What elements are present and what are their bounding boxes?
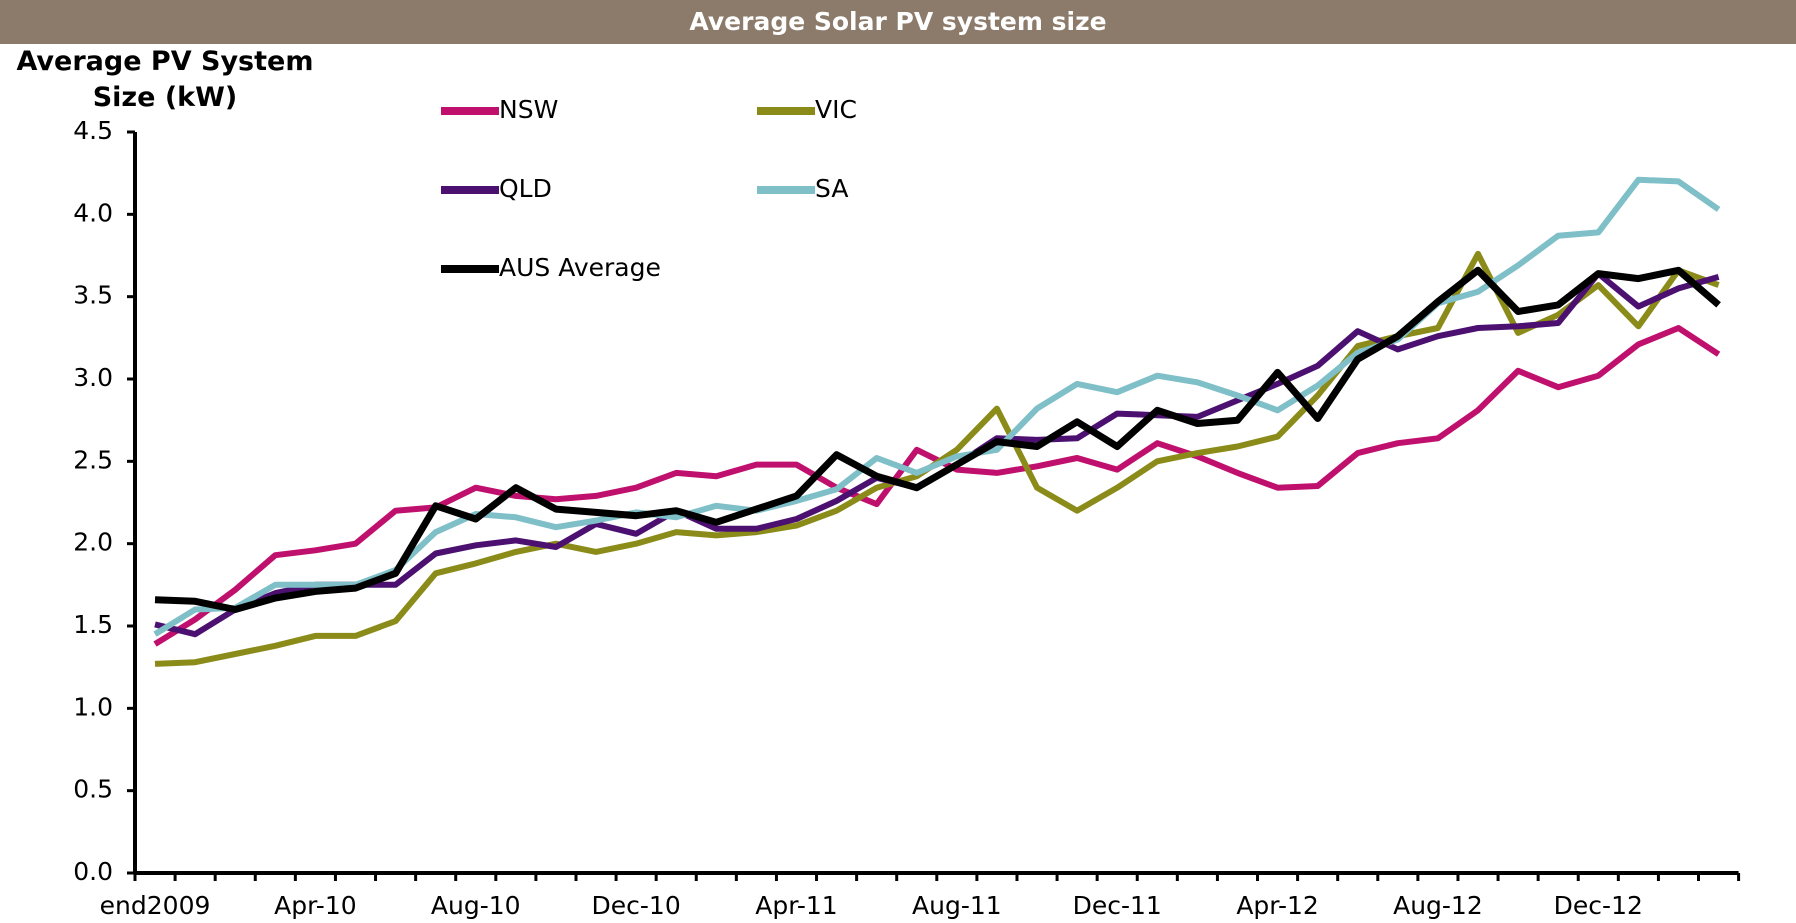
legend-label: QLD	[499, 174, 552, 203]
chart-title: Average Solar PV system size	[0, 0, 1796, 44]
legend-label: NSW	[499, 95, 558, 124]
x-tick-label: Apr-10	[274, 891, 356, 920]
y-tick-label: 3.5	[73, 281, 113, 310]
series-line	[154, 266, 1721, 613]
series-line	[153, 325, 1721, 647]
legend-label: AUS Average	[499, 253, 661, 282]
series-line	[153, 176, 1721, 637]
y-tick-label: 2.5	[73, 445, 113, 474]
y-tick-label: 1.0	[73, 692, 113, 721]
y-tick-label: 0.5	[73, 775, 113, 804]
x-tick-label: Aug-12	[1393, 891, 1483, 920]
legend-label: VIC	[815, 95, 857, 124]
x-tick-label: Apr-12	[1236, 891, 1318, 920]
y-tick-label: 2.0	[73, 528, 113, 557]
x-tick-label: Apr-11	[755, 891, 837, 920]
y-axis-title: Average PV System Size (kW)	[16, 46, 314, 113]
x-tick-label: Aug-11	[912, 891, 1002, 920]
y-tick-label: 1.5	[73, 610, 113, 639]
y-tick-label: 4.0	[73, 198, 113, 227]
y-tick-label: 4.5	[73, 116, 113, 145]
x-tick-label: end2009	[100, 891, 211, 920]
x-tick-label: Dec-10	[592, 891, 681, 920]
y-tick-label: 3.0	[73, 363, 113, 392]
x-tick-label: Dec-11	[1073, 891, 1162, 920]
y-tick-label: 0.0	[73, 857, 113, 886]
legend-label: SA	[815, 174, 848, 203]
x-tick-label: Dec-12	[1554, 891, 1643, 920]
series-line	[154, 270, 1720, 638]
x-tick-label: Aug-10	[431, 891, 521, 920]
